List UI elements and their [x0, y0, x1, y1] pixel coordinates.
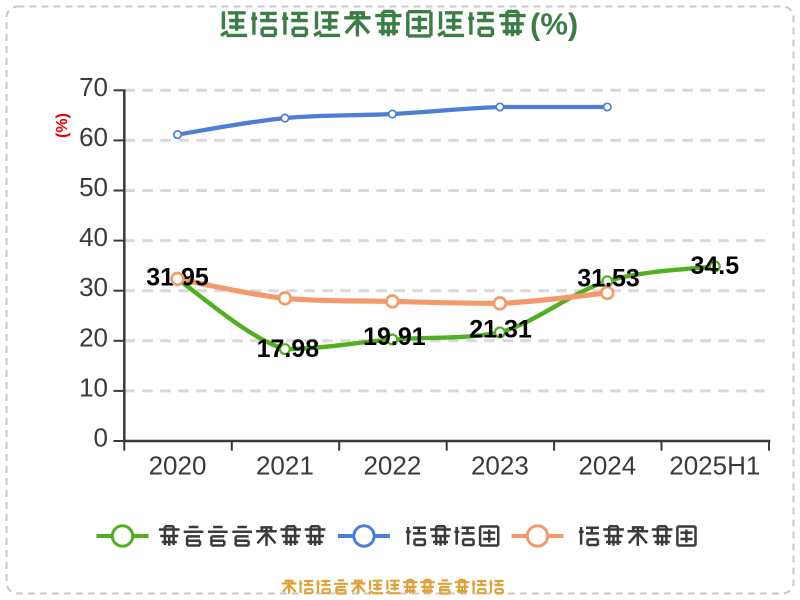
svg-text:70: 70: [79, 72, 108, 102]
svg-text:2022: 2022: [363, 451, 421, 481]
svg-text:20: 20: [79, 322, 108, 352]
svg-text:2024: 2024: [578, 451, 636, 481]
svg-text:10: 10: [79, 372, 108, 402]
svg-text:40: 40: [79, 222, 108, 252]
svg-text:21.31: 21.31: [469, 316, 532, 344]
svg-text:50: 50: [79, 172, 108, 202]
svg-text:30: 30: [79, 272, 108, 302]
svg-text:2025H1: 2025H1: [669, 451, 760, 481]
svg-text:(%): (%): [54, 113, 71, 138]
svg-text:34.5: 34.5: [690, 252, 739, 280]
svg-text:17.98: 17.98: [257, 335, 320, 363]
svg-text:19.91: 19.91: [363, 323, 426, 351]
svg-text:31.53: 31.53: [577, 264, 640, 292]
svg-text:60: 60: [79, 122, 108, 152]
svg-text:(%): (%): [530, 7, 578, 42]
svg-text:0: 0: [94, 423, 108, 453]
svg-text:2020: 2020: [149, 451, 207, 481]
svg-text:2021: 2021: [256, 451, 314, 481]
svg-text:2023: 2023: [471, 451, 529, 481]
